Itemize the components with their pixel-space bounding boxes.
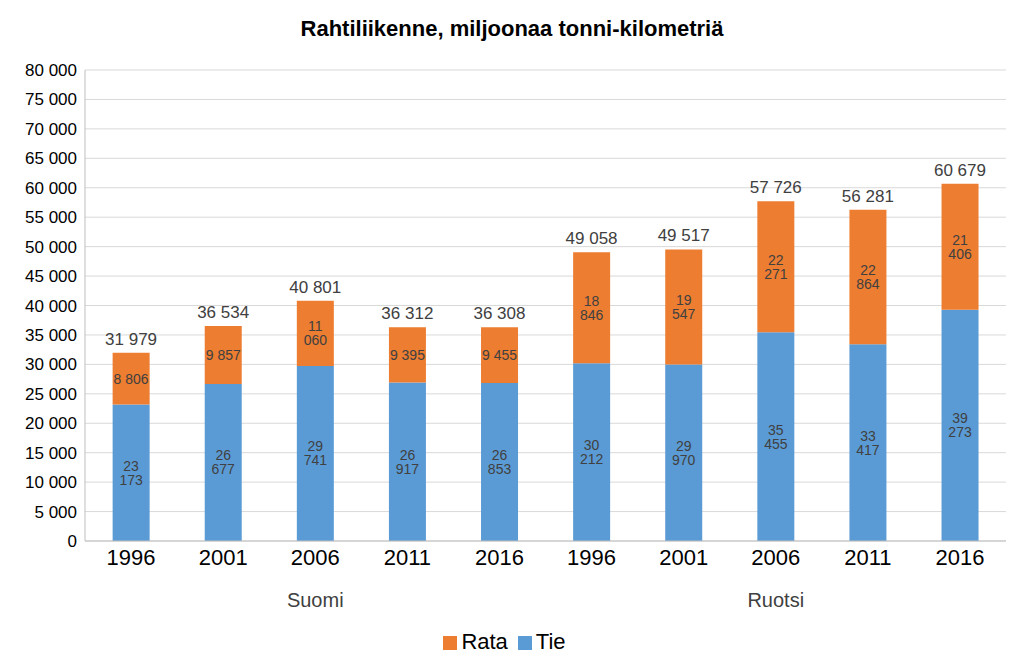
svg-text:8 806: 8 806: [114, 371, 149, 387]
svg-text:2016: 2016: [935, 545, 984, 570]
svg-text:49 517: 49 517: [658, 226, 710, 245]
svg-text:2006: 2006: [751, 545, 800, 570]
svg-text:26917: 26917: [396, 447, 420, 477]
svg-text:57 726: 57 726: [750, 178, 802, 197]
svg-text:15 000: 15 000: [25, 444, 77, 463]
svg-text:56 281: 56 281: [842, 187, 894, 206]
svg-text:70 000: 70 000: [25, 120, 77, 139]
svg-text:26677: 26677: [212, 447, 236, 477]
svg-text:40 801: 40 801: [289, 278, 341, 297]
svg-text:33417: 33417: [856, 428, 880, 458]
svg-text:65 000: 65 000: [25, 149, 77, 168]
svg-text:22271: 22271: [764, 252, 788, 282]
svg-text:9 395: 9 395: [390, 347, 425, 363]
svg-text:35455: 35455: [764, 422, 788, 452]
svg-text:40 000: 40 000: [25, 297, 77, 316]
svg-text:49 058: 49 058: [566, 229, 618, 248]
svg-text:11060: 11060: [304, 318, 328, 348]
svg-text:29741: 29741: [304, 438, 328, 468]
svg-text:26853: 26853: [488, 447, 512, 477]
svg-text:31 979: 31 979: [105, 330, 157, 349]
html-text:Rata: Rata: [461, 629, 508, 654]
svg-text:36 534: 36 534: [197, 303, 249, 322]
svg-text:2016: 2016: [475, 545, 524, 570]
svg-text:22864: 22864: [856, 262, 880, 292]
html-text:Rahtiliikenne, miljoonaa tonni: Rahtiliikenne, miljoonaa tonni-kilometri…: [300, 16, 724, 41]
svg-text:10 000: 10 000: [25, 473, 77, 492]
svg-text:80 000: 80 000: [25, 61, 77, 80]
svg-text:50 000: 50 000: [25, 238, 77, 257]
svg-text:19547: 19547: [672, 292, 696, 322]
svg-text:2011: 2011: [384, 545, 431, 570]
svg-text:20 000: 20 000: [25, 414, 77, 433]
svg-text:2011: 2011: [844, 545, 891, 570]
svg-text:60 679: 60 679: [934, 161, 986, 180]
svg-text:36 312: 36 312: [381, 304, 433, 323]
svg-text:Suomi: Suomi: [287, 589, 344, 611]
svg-text:Ruotsi: Ruotsi: [747, 589, 804, 611]
svg-text:21406: 21406: [948, 232, 972, 262]
svg-text:60 000: 60 000: [25, 179, 77, 198]
svg-text:9 455: 9 455: [482, 347, 517, 363]
svg-text:29970: 29970: [672, 438, 696, 468]
svg-text:35 000: 35 000: [25, 326, 77, 345]
svg-text:45 000: 45 000: [25, 267, 77, 286]
svg-text:2001: 2001: [659, 545, 708, 570]
svg-text:39273: 39273: [948, 410, 972, 440]
svg-text:2001: 2001: [199, 545, 248, 570]
svg-text:36 308: 36 308: [473, 304, 525, 323]
svg-text:25 000: 25 000: [25, 385, 77, 404]
svg-text:1996: 1996: [567, 545, 616, 570]
svg-text:5 000: 5 000: [34, 503, 77, 522]
svg-text:18846: 18846: [580, 293, 604, 323]
svg-text:0: 0: [68, 532, 77, 551]
html-text:Tie: Tie: [535, 629, 566, 654]
svg-text:30 000: 30 000: [25, 355, 77, 374]
svg-text:75 000: 75 000: [25, 90, 77, 109]
svg-text:55 000: 55 000: [25, 208, 77, 227]
svg-text:23173: 23173: [119, 458, 143, 488]
svg-text:1996: 1996: [107, 545, 156, 570]
svg-text:2006: 2006: [291, 545, 340, 570]
svg-text:30212: 30212: [580, 437, 604, 467]
svg-text:9 857: 9 857: [206, 347, 241, 363]
